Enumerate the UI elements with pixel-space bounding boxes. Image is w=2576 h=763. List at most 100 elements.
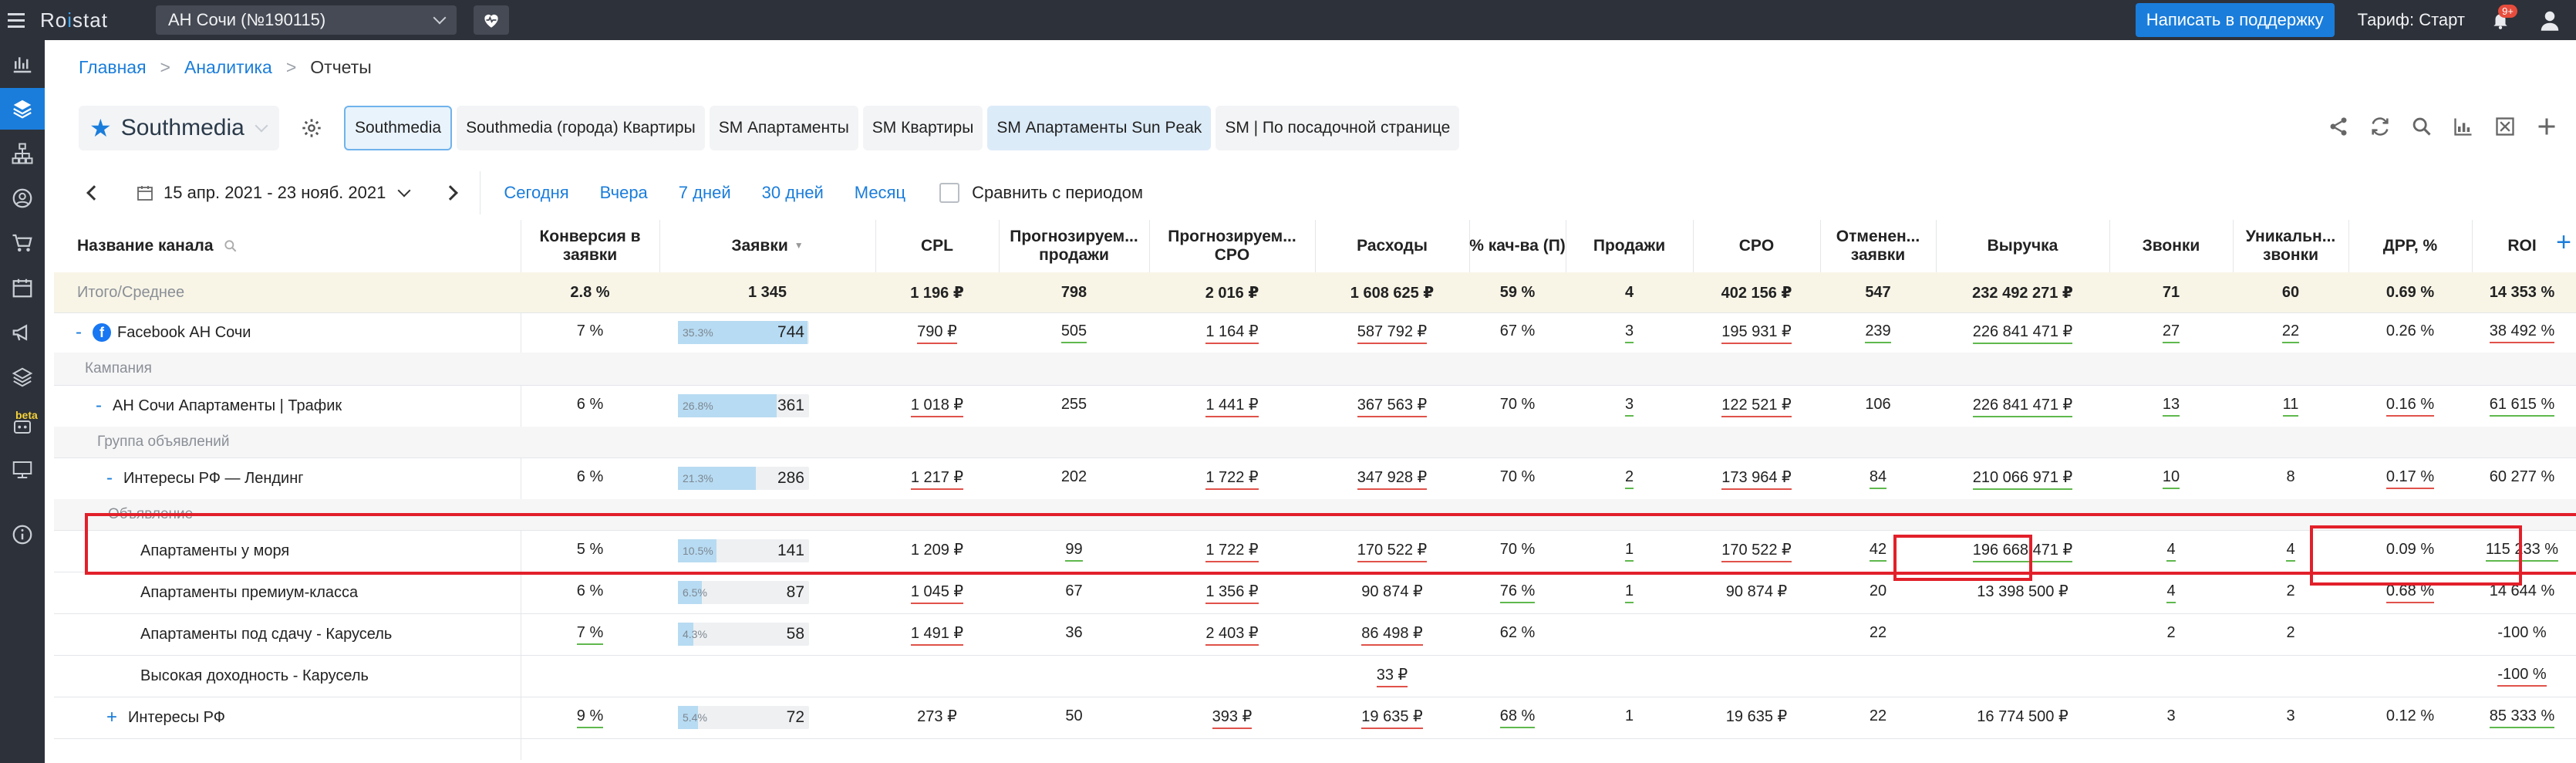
cell-sales[interactable]: 3 <box>1566 385 1693 427</box>
expand-icon[interactable]: + <box>106 707 118 728</box>
cart-icon[interactable] <box>0 222 45 264</box>
analytics-icon[interactable] <box>0 88 45 130</box>
cell-cpl[interactable]: 1 491 ₽ <box>875 613 999 655</box>
channel-name[interactable]: Апартаменты у моря <box>54 530 521 572</box>
cell-ucalls[interactable]: 4 <box>2233 530 2348 572</box>
cell-calls[interactable]: 3 <box>2109 697 2233 738</box>
column-header[interactable]: Конверсия в заявки <box>521 220 659 272</box>
leads-bar[interactable]: 5.4% 72 <box>678 706 809 729</box>
cell-revenue[interactable]: 196 668 471 ₽ <box>1936 530 2109 572</box>
bell-icon[interactable]: 9+ <box>2487 5 2517 34</box>
cell-drr[interactable]: 0.16 % <box>2348 385 2472 427</box>
column-header[interactable]: ROI <box>2472 220 2572 272</box>
cell-drr[interactable] <box>2348 613 2472 655</box>
cell-roi[interactable]: 38 492 % <box>2472 312 2572 353</box>
excel-icon[interactable] <box>2493 114 2517 139</box>
cell-cancel[interactable] <box>1820 655 1936 697</box>
report-tab[interactable]: Southmedia <box>344 106 453 150</box>
cell-fcpo[interactable]: 1 164 ₽ <box>1149 312 1315 353</box>
leads-bar[interactable]: 6.5% 87 <box>678 581 809 604</box>
project-select[interactable]: АН Сочи (№190115) <box>156 5 457 35</box>
report-tab[interactable]: Southmedia (города) Квартиры <box>457 106 705 150</box>
cell-conv[interactable]: 6 % <box>521 385 659 427</box>
report-selector[interactable]: ★ Southmedia <box>79 106 279 150</box>
cell-spend[interactable]: 33 ₽ <box>1315 655 1469 697</box>
cell-fcpo[interactable] <box>1149 655 1315 697</box>
logo[interactable]: Roistat <box>40 8 108 32</box>
cell-qual[interactable]: 70 % <box>1469 385 1566 427</box>
cell-revenue[interactable] <box>1936 655 2109 697</box>
column-header[interactable]: Расходы <box>1315 220 1469 272</box>
cell-spend[interactable]: 90 874 ₽ <box>1315 572 1469 613</box>
cell-roi[interactable]: 14 644 % <box>2472 572 2572 613</box>
cell-cancel[interactable]: 239 <box>1820 312 1936 353</box>
gear-icon[interactable] <box>299 116 324 140</box>
period-today[interactable]: Сегодня <box>504 183 569 202</box>
cell-cancel[interactable]: 106 <box>1820 385 1936 427</box>
cell-conv[interactable]: 7 % <box>521 613 659 655</box>
cell-calls[interactable]: 13 <box>2109 385 2233 427</box>
cell-calls[interactable]: 10 <box>2109 457 2233 499</box>
report-tab[interactable]: SM Апартаменты <box>709 106 858 150</box>
cell-qual[interactable] <box>1469 655 1566 697</box>
cell-qual[interactable]: 67 % <box>1469 312 1566 353</box>
leads-bar[interactable]: 21.3% 286 <box>678 467 809 490</box>
column-header[interactable]: Выручка <box>1936 220 2109 272</box>
cell-cpo[interactable] <box>1693 655 1820 697</box>
period-30-days[interactable]: 30 дней <box>761 183 824 202</box>
cell-cancel[interactable]: 22 <box>1820 697 1936 738</box>
cell-sales[interactable]: 1 <box>1566 572 1693 613</box>
cell-qual[interactable]: 62 % <box>1469 613 1566 655</box>
cell-cpl[interactable]: 790 ₽ <box>875 312 999 353</box>
cell-cpl[interactable]: 273 ₽ <box>875 697 999 738</box>
cell-sales[interactable]: 3 <box>1566 312 1693 353</box>
chart-icon[interactable] <box>2451 114 2476 139</box>
cell-calls[interactable]: 4 <box>2109 530 2233 572</box>
leads-bar[interactable]: 26.8% 361 <box>678 394 809 417</box>
cell-fsales[interactable]: 67 <box>999 572 1149 613</box>
cell-conv[interactable]: 5 % <box>521 530 659 572</box>
integrations-icon[interactable] <box>0 449 45 491</box>
cell-sales[interactable]: 1 <box>1566 530 1693 572</box>
channel-name[interactable]: Апартаменты премиум-класса <box>54 572 521 613</box>
dashboard-icon[interactable] <box>0 43 45 85</box>
tariff-label[interactable]: Тариф: Старт <box>2357 10 2465 29</box>
cell-spend[interactable]: 19 635 ₽ <box>1315 697 1469 738</box>
cell-sales[interactable] <box>1566 655 1693 697</box>
channel-name[interactable]: - Интересы РФ — Лендинг <box>54 457 521 499</box>
cell-revenue[interactable]: 13 398 500 ₽ <box>1936 572 2109 613</box>
cell-cpl[interactable]: 1 045 ₽ <box>875 572 999 613</box>
channel-name[interactable]: - АН Сочи Апартаменты | Трафик <box>54 385 521 427</box>
cell-conv[interactable]: 6 % <box>521 572 659 613</box>
cell-ucalls[interactable]: 2 <box>2233 572 2348 613</box>
column-header-channel[interactable]: Название канала <box>54 220 521 272</box>
cell-fcpo[interactable]: 2 403 ₽ <box>1149 613 1315 655</box>
cell-revenue[interactable]: 16 774 500 ₽ <box>1936 697 2109 738</box>
column-header[interactable]: Прогнозируем... CPO <box>1149 220 1315 272</box>
cell-fsales[interactable] <box>999 655 1149 697</box>
cell-roi[interactable]: 61 615 % <box>2472 385 2572 427</box>
cell-cpl[interactable]: 1 209 ₽ <box>875 530 999 572</box>
cell-drr[interactable]: 0.26 % <box>2348 312 2472 353</box>
cell-ucalls[interactable]: 3 <box>2233 697 2348 738</box>
cell-revenue[interactable]: 226 841 471 ₽ <box>1936 385 2109 427</box>
cell-conv[interactable]: 7 % <box>521 312 659 353</box>
column-header[interactable]: CPO <box>1693 220 1820 272</box>
cell-calls[interactable]: 27 <box>2109 312 2233 353</box>
column-header[interactable]: Заявки ▼ <box>659 220 875 272</box>
search-icon[interactable] <box>223 238 238 254</box>
cell-ucalls[interactable]: 2 <box>2233 613 2348 655</box>
search-icon[interactable] <box>2409 114 2434 139</box>
prev-period-button[interactable] <box>79 177 105 208</box>
leads-bar[interactable]: 10.5% 141 <box>678 539 809 562</box>
period-7-days[interactable]: 7 дней <box>678 183 731 202</box>
column-header[interactable]: ДРР, % <box>2348 220 2472 272</box>
contacts-icon[interactable] <box>0 177 45 219</box>
cell-spend[interactable]: 170 522 ₽ <box>1315 530 1469 572</box>
cell-cpl[interactable] <box>875 655 999 697</box>
cell-fsales[interactable]: 202 <box>999 457 1149 499</box>
share-icon[interactable] <box>2326 114 2351 139</box>
cell-cancel[interactable]: 84 <box>1820 457 1936 499</box>
breadcrumb-home[interactable]: Главная <box>79 57 147 77</box>
cell-ucalls[interactable]: 22 <box>2233 312 2348 353</box>
